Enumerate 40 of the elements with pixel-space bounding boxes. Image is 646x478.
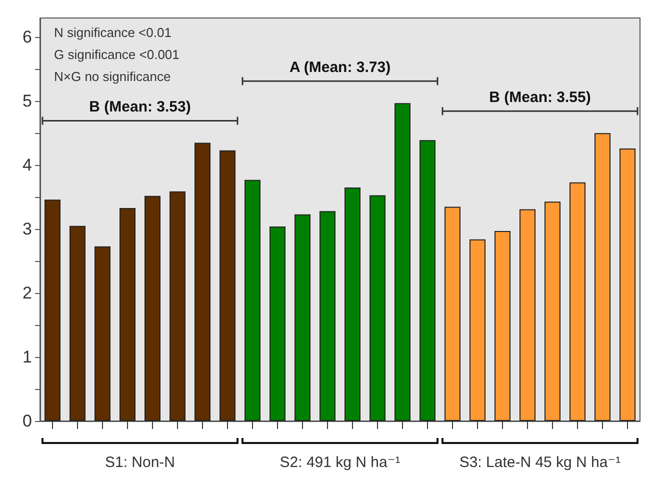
text: S3: Late-N 45 kg N ha⁻¹ (459, 454, 621, 471)
bar (144, 196, 160, 421)
y-tick-label: 6 (22, 28, 32, 47)
bar (394, 103, 410, 421)
y-tick-label: 2 (22, 284, 32, 303)
bar (220, 150, 236, 421)
bar (420, 140, 436, 421)
bar (544, 202, 560, 421)
annotation: G significance <0.001 (54, 47, 180, 62)
bar (244, 180, 260, 421)
bar (370, 195, 386, 421)
bar (494, 231, 510, 421)
bar (470, 239, 486, 421)
bar (44, 200, 60, 421)
y-tick-label: 5 (22, 92, 32, 111)
annotation: A (Mean: 3.73) (289, 59, 391, 76)
bar (620, 148, 636, 421)
bar (170, 191, 186, 421)
annotation: B (Mean: 3.53) (89, 98, 191, 116)
bar (94, 246, 110, 421)
bar (570, 182, 586, 421)
bar (120, 208, 136, 421)
annotation: N×G no significance (54, 69, 171, 84)
text: S2: 491 kg N ha⁻¹ (280, 454, 400, 471)
bar (70, 226, 86, 421)
bar (594, 133, 610, 421)
bar (520, 209, 536, 421)
annotation: N significance <0.01 (54, 25, 172, 40)
bar (270, 226, 286, 421)
y-tick-label: 4 (22, 156, 32, 175)
bar (344, 188, 360, 421)
y-tick-label: 1 (22, 348, 32, 367)
bar (320, 211, 336, 421)
bar (194, 142, 210, 421)
y-tick-label: 3 (22, 220, 32, 239)
bar (444, 206, 460, 421)
text: S1: Non-N (104, 454, 176, 471)
annotation: B (Mean: 3.55) (489, 89, 591, 106)
y-tick-label: 0 (22, 412, 32, 430)
bar (294, 214, 310, 421)
